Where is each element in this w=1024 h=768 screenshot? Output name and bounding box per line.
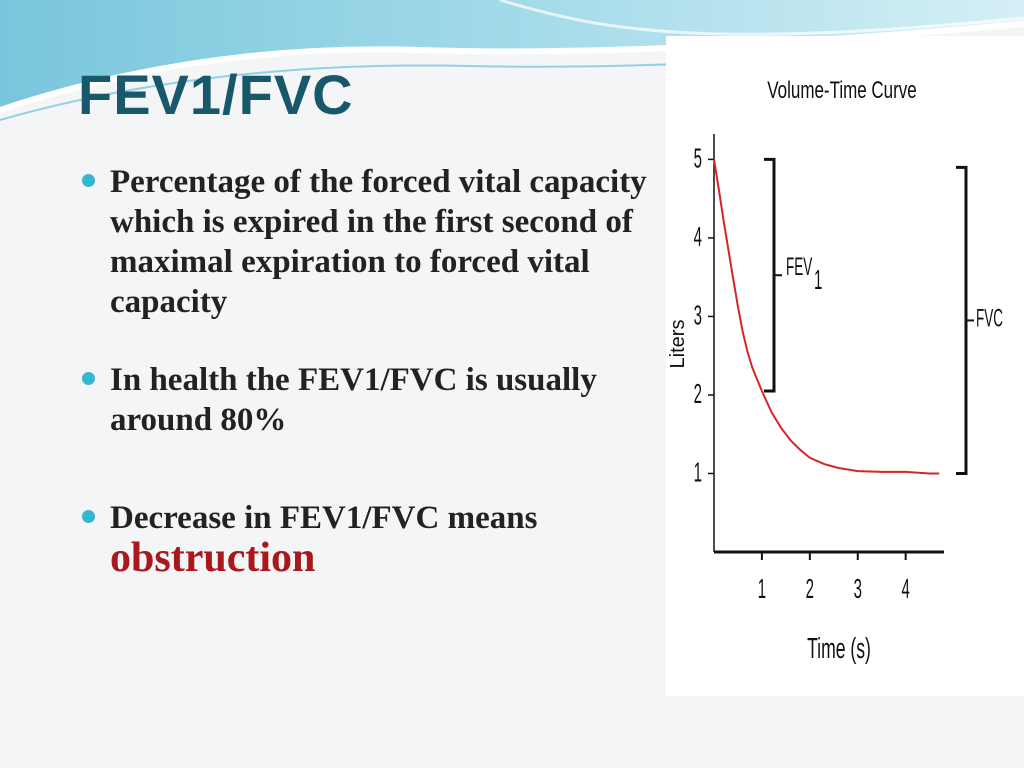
x-axis-label: Time (s) [807, 634, 871, 665]
x-tick-label: 1 [758, 573, 766, 604]
bullet-text: Percentage of the forced vital capacity … [110, 164, 647, 320]
obstruction-emphasis: obstruction [110, 535, 316, 581]
y-tick-label: 1 [694, 457, 702, 488]
chart-title: Volume-Time Curve [767, 77, 916, 104]
chart-panel: Volume-Time Curve Liters Time (s) 1 2 3 4 1 2… [666, 36, 1024, 696]
volume-curve-line [713, 159, 940, 475]
y-tick-label: 5 [694, 142, 702, 173]
fvc-label: FVC [976, 305, 1003, 332]
fvc-bracket [956, 165, 968, 475]
bullet-dot-icon [82, 372, 95, 385]
fev1-bracket [764, 157, 776, 393]
bullet-text: In health the FEV1/FVC is usually around… [110, 362, 597, 438]
x-tick-label: 4 [901, 573, 909, 604]
bullet-definition: Percentage of the forced vital capacity … [78, 162, 668, 322]
bullet-dot-icon [82, 510, 95, 523]
y-tick-label: 2 [694, 378, 702, 409]
x-tick-label: 3 [854, 573, 862, 604]
y-tick-label: 3 [694, 300, 702, 331]
bullet-list: Percentage of the forced vital capacity … [78, 162, 668, 581]
fev1-subscript: 1 [814, 264, 822, 295]
bullet-normal-value: In health the FEV1/FVC is usually around… [78, 360, 668, 440]
bullet-decrease: Decrease in FEV1/FVC means obstruction [78, 498, 668, 581]
bullet-text: Decrease in FEV1/FVC means [110, 500, 538, 536]
slide-title: FEV1/FVC [78, 63, 354, 126]
fev1-label: FEV [786, 254, 813, 281]
volume-time-chart: Volume-Time Curve Liters Time (s) 1 2 3 4 1 2… [667, 77, 1003, 665]
y-axis-label: Liters [667, 320, 689, 369]
bullet-dot-icon [82, 174, 95, 187]
y-tick-label: 4 [694, 221, 702, 252]
x-tick-label: 2 [806, 573, 814, 604]
